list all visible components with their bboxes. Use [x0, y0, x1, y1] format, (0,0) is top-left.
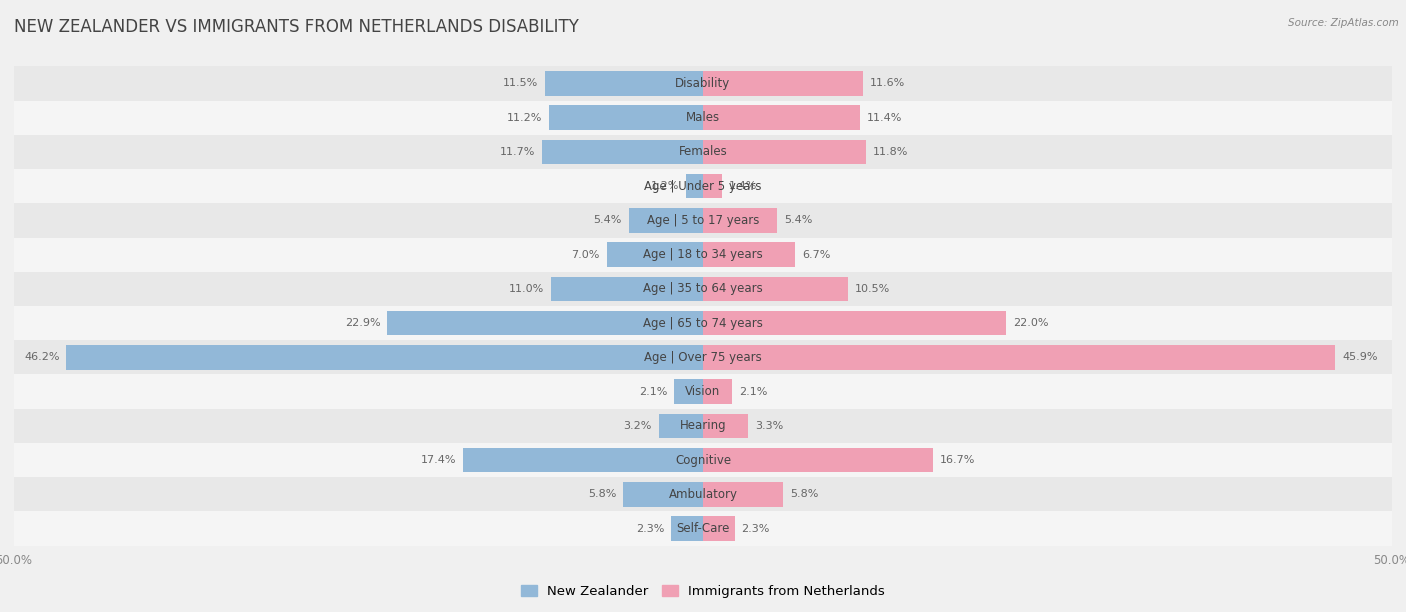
Bar	[673, 379, 703, 404]
Bar	[628, 208, 703, 233]
Bar	[703, 140, 866, 164]
Bar	[703, 448, 934, 472]
Text: 11.2%: 11.2%	[506, 113, 541, 122]
Bar	[623, 482, 703, 507]
Text: 2.3%: 2.3%	[741, 523, 770, 534]
Text: Age | 5 to 17 years: Age | 5 to 17 years	[647, 214, 759, 227]
Text: 10.5%: 10.5%	[855, 284, 890, 294]
Bar	[14, 409, 1392, 443]
Bar	[703, 345, 1336, 370]
Text: 11.8%: 11.8%	[873, 147, 908, 157]
Text: Age | 65 to 74 years: Age | 65 to 74 years	[643, 316, 763, 330]
Bar	[14, 477, 1392, 512]
Bar	[14, 169, 1392, 203]
Text: Age | 35 to 64 years: Age | 35 to 64 years	[643, 282, 763, 296]
Bar	[703, 311, 1007, 335]
Bar	[14, 375, 1392, 409]
Bar	[14, 66, 1392, 100]
Text: Self-Care: Self-Care	[676, 522, 730, 535]
Text: 3.3%: 3.3%	[755, 421, 783, 431]
Text: Ambulatory: Ambulatory	[668, 488, 738, 501]
Text: Males: Males	[686, 111, 720, 124]
Bar	[703, 379, 733, 404]
Text: 5.8%: 5.8%	[588, 490, 616, 499]
Bar	[606, 242, 703, 267]
Bar	[551, 277, 703, 301]
Text: 46.2%: 46.2%	[24, 353, 59, 362]
Bar	[703, 516, 735, 541]
Text: 11.5%: 11.5%	[502, 78, 537, 89]
Bar	[388, 311, 703, 335]
Bar	[14, 272, 1392, 306]
Bar	[14, 443, 1392, 477]
Text: Females: Females	[679, 146, 727, 159]
Text: 11.6%: 11.6%	[870, 78, 905, 89]
Text: Vision: Vision	[685, 385, 721, 398]
Text: 1.4%: 1.4%	[730, 181, 758, 191]
Text: Age | Under 5 years: Age | Under 5 years	[644, 180, 762, 193]
Bar	[686, 174, 703, 198]
Bar	[659, 414, 703, 438]
Text: 11.4%: 11.4%	[868, 113, 903, 122]
Bar	[548, 105, 703, 130]
Text: 3.2%: 3.2%	[624, 421, 652, 431]
Bar	[703, 174, 723, 198]
Text: 5.8%: 5.8%	[790, 490, 818, 499]
Bar	[703, 482, 783, 507]
Text: 2.1%: 2.1%	[638, 387, 668, 397]
Bar	[703, 208, 778, 233]
Text: Source: ZipAtlas.com: Source: ZipAtlas.com	[1288, 18, 1399, 28]
Bar	[544, 71, 703, 96]
Bar	[66, 345, 703, 370]
Text: 16.7%: 16.7%	[941, 455, 976, 465]
Text: 6.7%: 6.7%	[803, 250, 831, 259]
Text: 22.0%: 22.0%	[1012, 318, 1049, 328]
Bar	[14, 306, 1392, 340]
Bar	[14, 100, 1392, 135]
Text: 11.0%: 11.0%	[509, 284, 544, 294]
Text: 45.9%: 45.9%	[1343, 353, 1378, 362]
Bar	[14, 203, 1392, 237]
Text: 17.4%: 17.4%	[420, 455, 457, 465]
Bar	[703, 71, 863, 96]
Bar	[703, 414, 748, 438]
Text: Age | Over 75 years: Age | Over 75 years	[644, 351, 762, 364]
Bar	[671, 516, 703, 541]
Bar	[703, 277, 848, 301]
Text: Age | 18 to 34 years: Age | 18 to 34 years	[643, 248, 763, 261]
Bar	[703, 105, 860, 130]
Text: 11.7%: 11.7%	[499, 147, 534, 157]
Bar	[703, 242, 796, 267]
Text: 5.4%: 5.4%	[785, 215, 813, 225]
Bar	[463, 448, 703, 472]
Text: Hearing: Hearing	[679, 419, 727, 432]
Legend: New Zealander, Immigrants from Netherlands: New Zealander, Immigrants from Netherlan…	[516, 580, 890, 603]
Text: 5.4%: 5.4%	[593, 215, 621, 225]
Bar	[14, 135, 1392, 169]
Text: 22.9%: 22.9%	[344, 318, 381, 328]
Text: Cognitive: Cognitive	[675, 453, 731, 466]
Bar	[14, 340, 1392, 375]
Text: NEW ZEALANDER VS IMMIGRANTS FROM NETHERLANDS DISABILITY: NEW ZEALANDER VS IMMIGRANTS FROM NETHERL…	[14, 18, 579, 36]
Bar	[541, 140, 703, 164]
Bar	[14, 237, 1392, 272]
Text: 1.2%: 1.2%	[651, 181, 679, 191]
Bar	[14, 512, 1392, 546]
Text: 2.3%: 2.3%	[636, 523, 665, 534]
Text: Disability: Disability	[675, 77, 731, 90]
Text: 7.0%: 7.0%	[571, 250, 599, 259]
Text: 2.1%: 2.1%	[738, 387, 768, 397]
